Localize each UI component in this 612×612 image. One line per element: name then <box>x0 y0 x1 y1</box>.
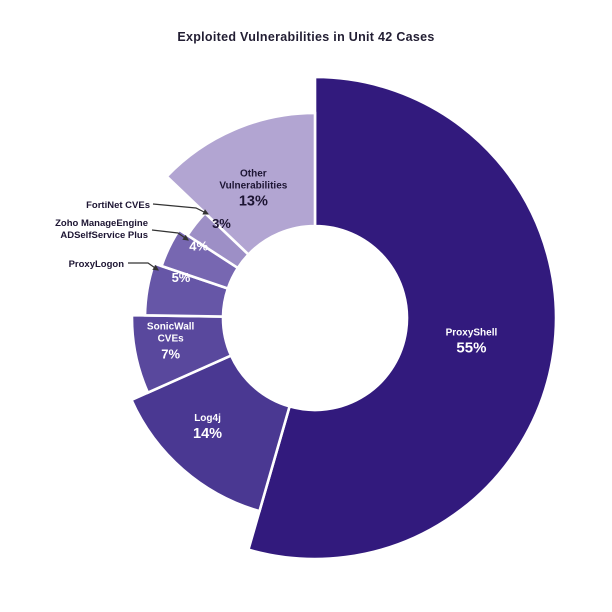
segment-label-log4j: Log4j 14% <box>193 413 222 442</box>
wedge-layer <box>129 75 558 561</box>
wedge-log4j <box>129 353 292 513</box>
segment-label-proxylogon: 5% <box>172 270 191 285</box>
callout-label-proxylogon: ProxyLogon <box>69 259 125 270</box>
wedge-proxylogon <box>143 261 230 318</box>
wedge-sonicwall-cves <box>130 313 233 395</box>
segment-label-sonicwall-cves: SonicWall CVEs 7% <box>147 321 195 361</box>
label-layer: ProxyShell 55% Log4j 14% SonicWall CVEs 7% 5% 4%… <box>147 168 498 442</box>
callout-label-fortinet-cves: FortiNet CVEs <box>86 200 150 211</box>
callout-label-zoho-manageengine-adselfservice-plus: Zoho ManageEngine ADSelfService Plus <box>55 218 148 241</box>
wedge-other-vulnerabilities <box>164 111 317 257</box>
callout-layer: ProxyLogon Zoho ManageEngine ADSelfService… <box>55 200 210 271</box>
callout-line-proxylogon <box>128 262 159 271</box>
wedge-proxyshell <box>246 75 558 561</box>
segment-label-other-vulnerabilities: Other Vulnerabilities 13% <box>219 168 287 209</box>
wedge-zoho-manageengine-adselfservice-plus <box>159 228 240 291</box>
segment-label-fortinet-cves: 3% <box>212 216 231 231</box>
chart-title: Exploited Vulnerabilities in Unit 42 Cas… <box>177 30 434 44</box>
segment-label-zoho-manageengine-adselfservice-plus: 4% <box>189 238 208 253</box>
callout-line-fortinet-cves <box>152 203 210 215</box>
callout-line-zoho-manageengine-adselfservice-plus <box>151 229 189 241</box>
segment-label-proxyshell: ProxyShell 55% <box>446 328 498 357</box>
